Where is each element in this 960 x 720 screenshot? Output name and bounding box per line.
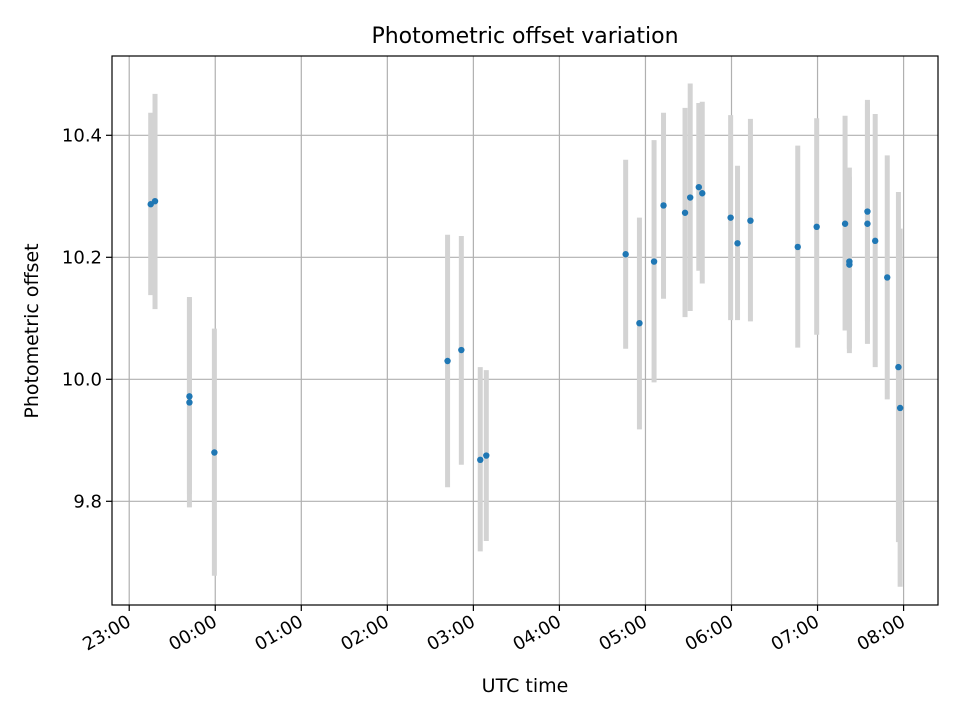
data-point — [884, 274, 891, 281]
x-tick-label: 03:00 — [423, 611, 478, 655]
data-point — [794, 243, 801, 251]
y-tick-label: 10.0 — [62, 369, 102, 390]
data-point — [841, 220, 849, 227]
data-point — [477, 456, 484, 464]
data-point — [734, 240, 741, 247]
data-point — [895, 363, 902, 371]
x-tick-label: 00:00 — [165, 611, 220, 655]
x-axis: 23:00 00:00 01:00 02:00 03:00 04:00 05:00 06:00… — [79, 605, 909, 655]
y-tick-label: 10.4 — [62, 125, 102, 146]
data-point — [444, 357, 451, 365]
x-tick-label: 05:00 — [596, 611, 651, 655]
data-point — [864, 220, 871, 227]
data-point — [747, 217, 754, 224]
grid — [112, 56, 938, 605]
data-point — [186, 399, 193, 406]
data-point — [458, 346, 465, 354]
error-bars — [148, 83, 903, 587]
data-point — [727, 214, 734, 221]
x-tick-label: 04:00 — [509, 611, 564, 655]
x-tick-label: 02:00 — [337, 611, 392, 655]
x-tick-label: 06:00 — [682, 611, 737, 655]
data-point — [483, 452, 490, 459]
data-point — [622, 251, 629, 258]
data-point — [151, 197, 159, 205]
x-tick-label: 08:00 — [854, 611, 909, 655]
data-point — [186, 393, 193, 400]
data-point — [864, 208, 871, 215]
plot-frame — [111, 55, 939, 606]
data-point — [896, 404, 904, 412]
data-point — [636, 319, 643, 327]
y-tick-label: 9.8 — [73, 491, 102, 512]
data-point — [681, 209, 689, 216]
data-point — [211, 449, 218, 456]
y-axis: 9.8 10.0 10.2 10.4 — [62, 125, 112, 512]
data-point — [695, 183, 703, 191]
x-tick-label: 07:00 — [768, 611, 823, 655]
data-point — [660, 202, 667, 209]
data-point — [813, 223, 820, 230]
data-points — [147, 183, 904, 464]
data-point — [699, 190, 706, 197]
chart-title: Photometric offset variation — [371, 24, 678, 49]
data-point — [871, 237, 879, 245]
x-tick-label: 01:00 — [251, 611, 306, 655]
y-tick-label: 10.2 — [62, 247, 102, 268]
x-tick-label: 23:00 — [79, 611, 134, 655]
data-point — [846, 261, 853, 268]
x-axis-label: UTC time — [482, 675, 569, 697]
data-point — [650, 258, 658, 265]
y-axis-label: Photometric offset — [21, 243, 43, 418]
data-point — [687, 194, 694, 201]
